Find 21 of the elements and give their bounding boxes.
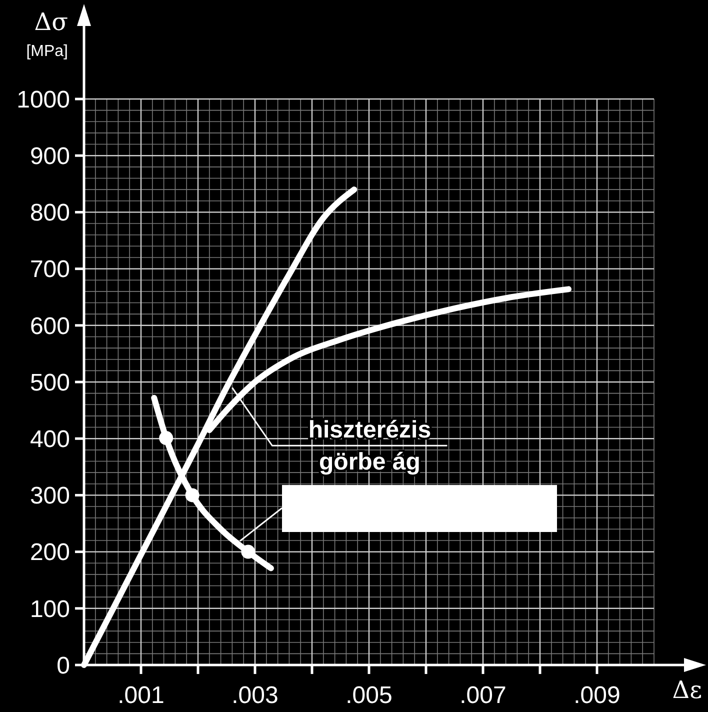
point: [241, 544, 256, 559]
y-tick-label: 100: [30, 596, 70, 623]
y-tick-label: 600: [30, 312, 70, 340]
x-tick-label: .001: [118, 682, 164, 709]
y-tick-label: 300: [30, 482, 70, 510]
x-tick-label: .009: [574, 682, 620, 709]
y-tick-label: 800: [30, 200, 70, 227]
y-tick-label: 400: [30, 426, 70, 453]
y-tick-label: 1000: [16, 86, 70, 114]
point: [185, 488, 200, 502]
y-tick-label: 900: [30, 143, 70, 170]
x-tick-label: .003: [232, 682, 278, 709]
x-tick-label: .005: [346, 682, 392, 709]
y-tick-label: 700: [30, 256, 70, 284]
y-tick-label: 0: [56, 652, 70, 680]
x-axis-title: Δε: [672, 676, 702, 704]
y-tick-label: 500: [30, 369, 70, 396]
y-tick-label: 200: [30, 539, 70, 566]
x-tick-label: .007: [460, 682, 506, 709]
y-axis-title: Δσ [MPa]: [26, 8, 68, 60]
point: [159, 431, 174, 446]
